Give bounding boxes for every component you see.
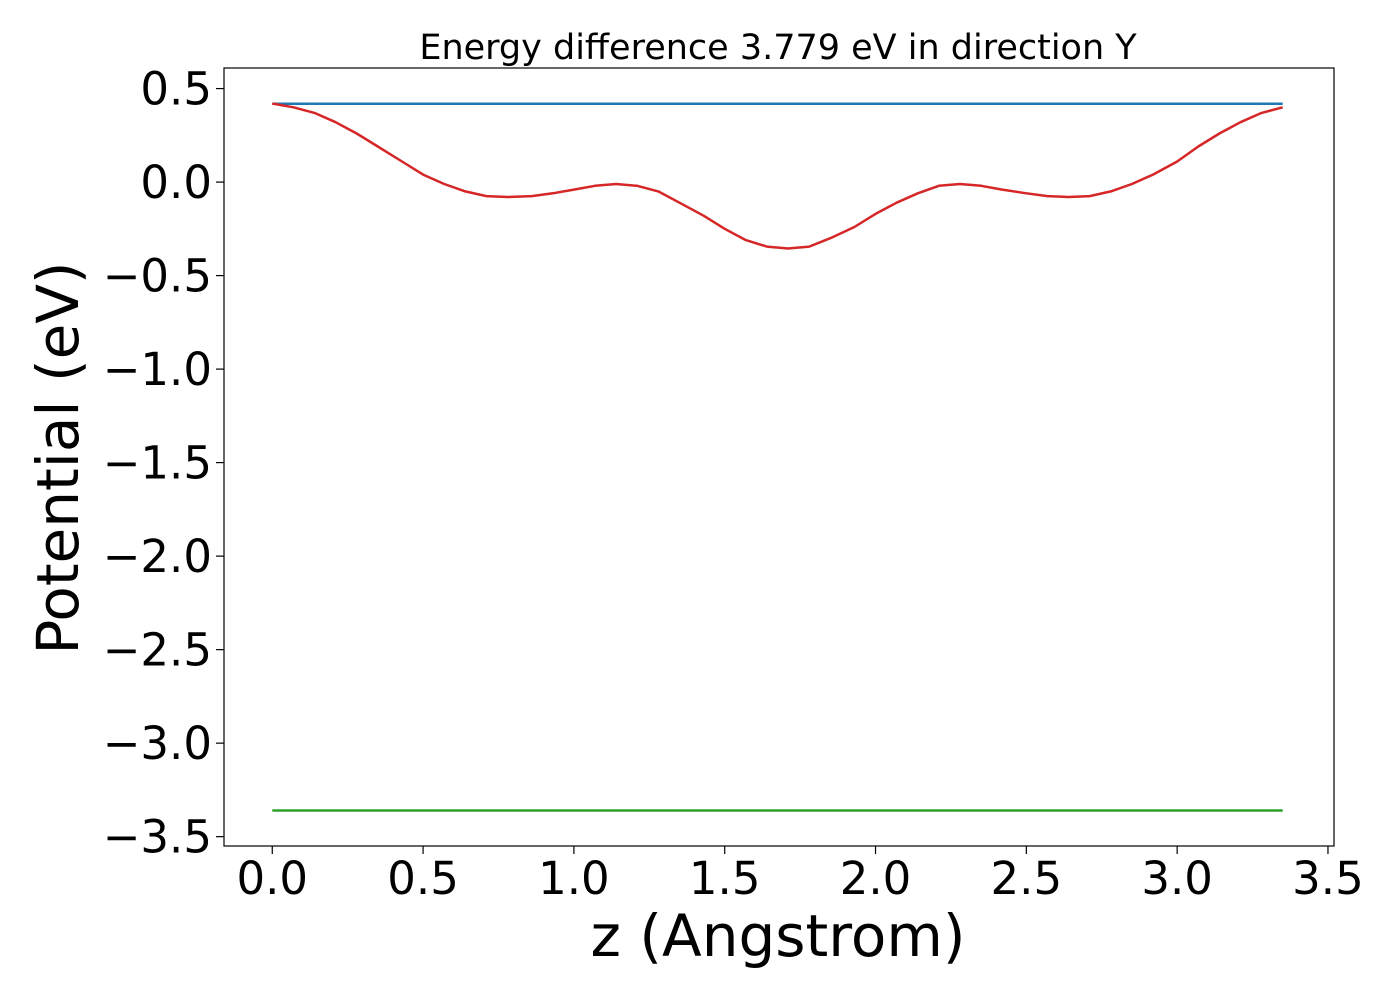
y-tick-label: −2.0 (103, 530, 212, 583)
x-axis-label: z (Angstrom) (591, 902, 966, 970)
x-tick-label: 3.0 (1141, 852, 1213, 905)
x-tick-label: 3.5 (1292, 852, 1364, 905)
y-axis-label: Potential (eV) (24, 261, 92, 654)
x-tick-label: 2.0 (840, 852, 912, 905)
series-line-2 (272, 102, 1284, 250)
plot-area-frame (223, 67, 1335, 847)
x-axis-ticks: 0.0 0.5 1.0 1.5 2.0 2.5 3.0 3.5 (236, 846, 1364, 905)
y-tick-label: −0.5 (103, 250, 212, 303)
y-tick-label: −2.5 (103, 624, 212, 677)
x-tick-label: 0.5 (387, 852, 459, 905)
x-tick-label: 1.5 (689, 852, 761, 905)
x-tick-label: 0.0 (236, 852, 308, 905)
y-tick-label: 0.5 (140, 63, 212, 116)
x-tick-label: 2.5 (991, 852, 1063, 905)
chart-title: Energy difference 3.779 eV in direction … (419, 28, 1137, 68)
y-axis-ticks: 0.5 0.0 −0.5 −1.0 −1.5 −2.0 −2.5 −3.0 −3.5 (103, 63, 224, 864)
y-tick-label: −1.0 (103, 343, 212, 396)
series-layer (272, 102, 1284, 812)
y-tick-label: −1.5 (103, 437, 212, 490)
y-tick-label: 0.0 (140, 156, 212, 209)
y-tick-label: −3.5 (103, 811, 212, 864)
x-tick-label: 1.0 (538, 852, 610, 905)
y-tick-label: −3.0 (103, 717, 212, 770)
